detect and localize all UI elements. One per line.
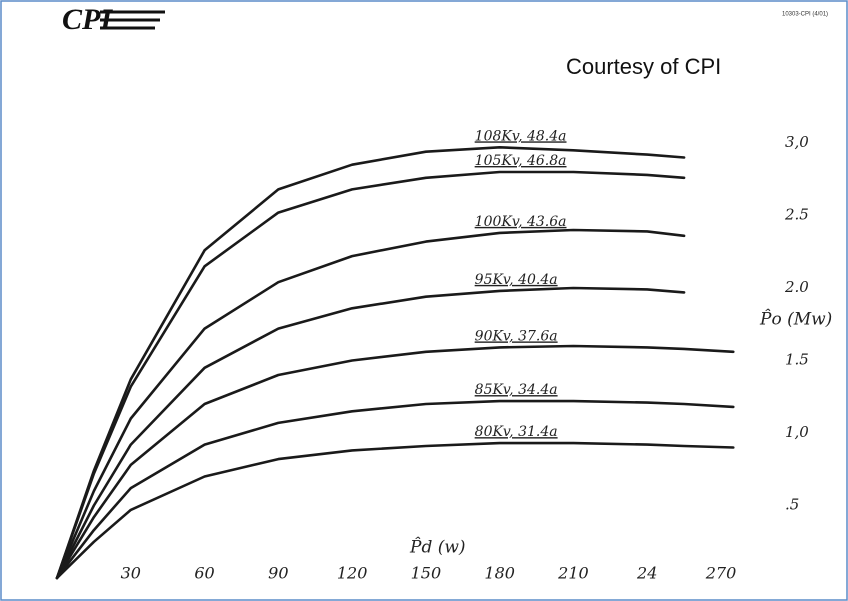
curve-label: 100Kv, 43.6a (475, 214, 567, 230)
x-tick-label: 270 (705, 564, 737, 583)
curve-label: 80Kv, 31.4a (475, 424, 558, 440)
x-tick-label: 150 (411, 564, 442, 583)
x-tick-label: 210 (557, 564, 589, 583)
curve-label: 85Kv, 34.4a (475, 382, 558, 398)
x-tick-label: 60 (194, 564, 214, 583)
curve-label: 90Kv, 37.6a (475, 328, 558, 344)
curve (55, 286, 686, 580)
y-tick-label: 1,0 (785, 423, 809, 441)
x-tick-label: 90 (268, 564, 288, 583)
y-axis-label: P̂o (Mw) (759, 309, 832, 329)
doc-code: 10303-CPI (4/01) (782, 12, 828, 18)
y-tick-label: 3,0 (785, 133, 809, 151)
x-axis-label: P̂d (w) (409, 537, 466, 557)
x-tick-label: 120 (337, 564, 368, 583)
credit: Courtesy of CPI (566, 54, 721, 79)
y-tick-label: 2.0 (784, 278, 809, 296)
curve-label: 108Kv, 48.4a (475, 128, 567, 144)
curve (55, 170, 686, 580)
curve (55, 441, 735, 580)
y-tick-label: .5 (785, 496, 799, 514)
curve (55, 344, 735, 580)
x-tick-label: 30 (121, 564, 141, 583)
curve (55, 146, 686, 580)
y-tick-label: 1.5 (785, 351, 809, 369)
curve (55, 228, 686, 580)
curve-label: 95Kv, 40.4a (475, 272, 558, 288)
curve-label: 105Kv, 46.8a (475, 153, 567, 169)
x-tick-label: 180 (484, 564, 515, 583)
curve (55, 399, 735, 580)
x-tick-label: 24 (636, 564, 657, 583)
y-tick-label: 2.5 (784, 206, 809, 224)
